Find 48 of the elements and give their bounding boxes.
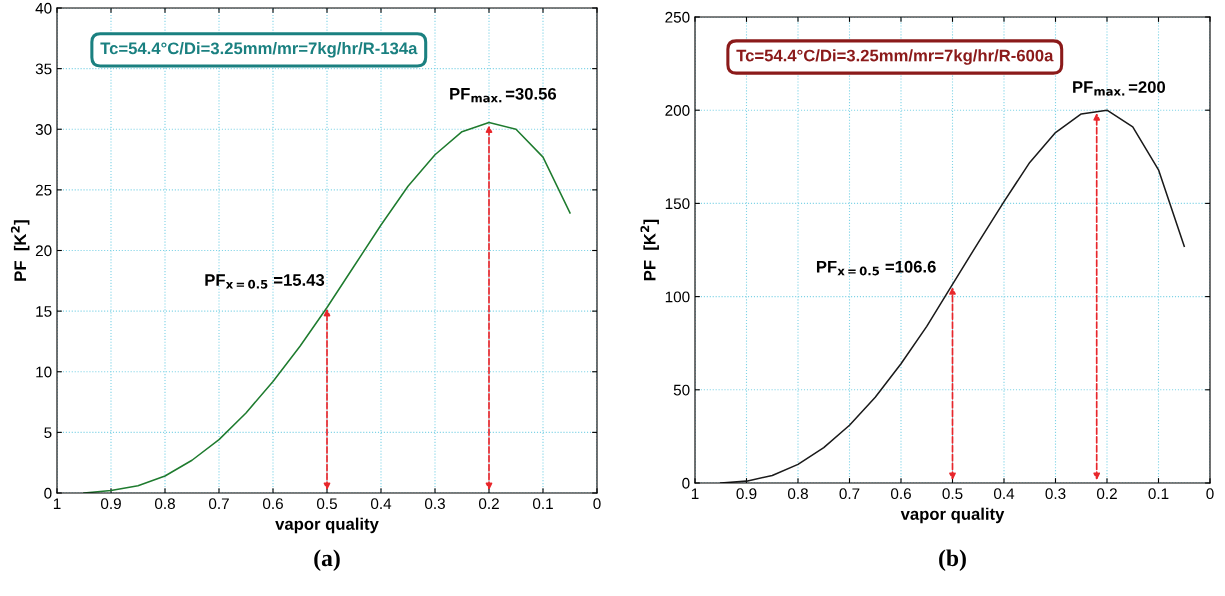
x-tick-label: 0.4 xyxy=(370,498,392,510)
y-tick-label: 10 xyxy=(36,366,52,378)
annotation: PF$_{x=0.5}$ =106.6 xyxy=(816,260,936,276)
x-axis-title: vapor quality xyxy=(275,517,379,534)
y-tick-label: 25 xyxy=(35,184,52,196)
x-tick-label: 0.8 xyxy=(154,498,175,510)
x-tick-label: 0.3 xyxy=(424,498,445,510)
x-tick-label: 0.2 xyxy=(478,498,499,510)
y-tick-label: 50 xyxy=(673,384,690,396)
y-tick-label: 15 xyxy=(36,306,52,317)
x-tick-label: 0.9 xyxy=(736,488,757,500)
x-tick-label: 0.7 xyxy=(839,488,860,500)
x-tick-label: 0.5 xyxy=(942,488,963,500)
y-axis-title: PF [K$^{2}$] xyxy=(640,219,659,281)
x-tick-label: 0.6 xyxy=(890,488,911,500)
y-tick-label: 35 xyxy=(35,63,52,75)
x-tick-label: 0.5 xyxy=(316,498,337,510)
annotation: Tc=54.4°C/Di=3.25mm/mr=7kg/hr/R-600a xyxy=(736,49,1054,65)
y-tick-label: 5 xyxy=(44,427,52,439)
x-tick-label: 0.9 xyxy=(100,498,121,510)
y-tick-label: 200 xyxy=(665,105,690,116)
y-tick-label: 0 xyxy=(682,477,690,489)
y-tick-label: 20 xyxy=(35,245,52,257)
x-axis-title: vapor quality xyxy=(900,507,1005,524)
annotation: PF$_{max.}$=200 xyxy=(1073,81,1166,96)
annotation: PF$_{max.}$=30.56 xyxy=(450,87,557,103)
annotation: PF$_{x=0.5}$ =15.43 xyxy=(205,274,325,289)
x-tick-label: 0.2 xyxy=(1096,488,1117,500)
x-tick-label: 0.1 xyxy=(1148,488,1169,500)
y-axis-title: PF [K$^{2}$] xyxy=(10,220,30,281)
y-tick-label: 40 xyxy=(35,2,52,14)
text: (b) xyxy=(939,549,966,571)
x-tick-label: 1 xyxy=(691,488,699,499)
x-tick-label: 1 xyxy=(53,498,61,509)
x-tick-label: 0.8 xyxy=(787,488,808,500)
y-tick-label: 150 xyxy=(665,198,690,210)
x-tick-label: 0.7 xyxy=(208,498,229,510)
y-tick-label: 100 xyxy=(665,291,690,303)
y-tick-label: 250 xyxy=(665,11,690,23)
x-tick-label: 0 xyxy=(1206,488,1214,500)
y-tick-label: 30 xyxy=(35,124,52,135)
x-tick-label: 0.3 xyxy=(1045,488,1066,500)
text: (a) xyxy=(314,549,340,571)
x-tick-label: 0.1 xyxy=(532,498,553,510)
annotation: Tc=54.4°C/Di=3.25mm/mr=7kg/hr/R-134a xyxy=(100,42,418,58)
x-tick-label: 0.4 xyxy=(993,488,1015,500)
x-tick-label: 0 xyxy=(593,498,601,510)
x-tick-label: 0.6 xyxy=(262,498,283,510)
